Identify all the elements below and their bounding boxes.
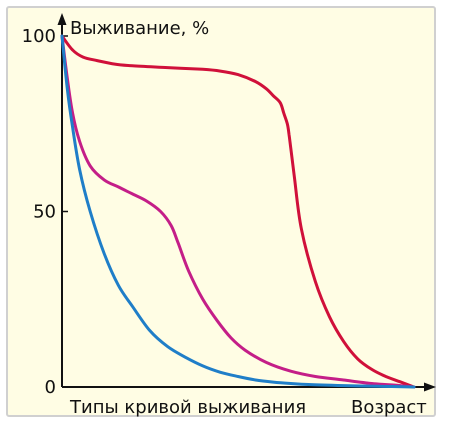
curve-type-1 — [60, 34, 416, 389]
curve-type-3 — [60, 34, 416, 389]
y-ticks: 100 50 0 — [22, 26, 68, 398]
curve-type-2 — [60, 34, 416, 389]
survival-curves-chart: Выживание, % Типы кривой выживания Возра… — [22, 13, 436, 418]
curves — [60, 34, 416, 389]
y-tick-label-100: 100 — [22, 26, 56, 47]
y-tick-label-0: 0 — [45, 377, 56, 398]
y-axis-arrow — [57, 13, 67, 25]
x-axis-title-left: Типы кривой выживания — [69, 397, 306, 418]
y-tick-label-50: 50 — [33, 202, 56, 223]
y-axis-title: Выживание, % — [70, 18, 209, 39]
x-axis-title: Возраст — [351, 397, 427, 418]
x-axis-arrow — [424, 382, 436, 392]
chart-panel: Выживание, % Типы кривой выживания Возра… — [6, 6, 436, 418]
